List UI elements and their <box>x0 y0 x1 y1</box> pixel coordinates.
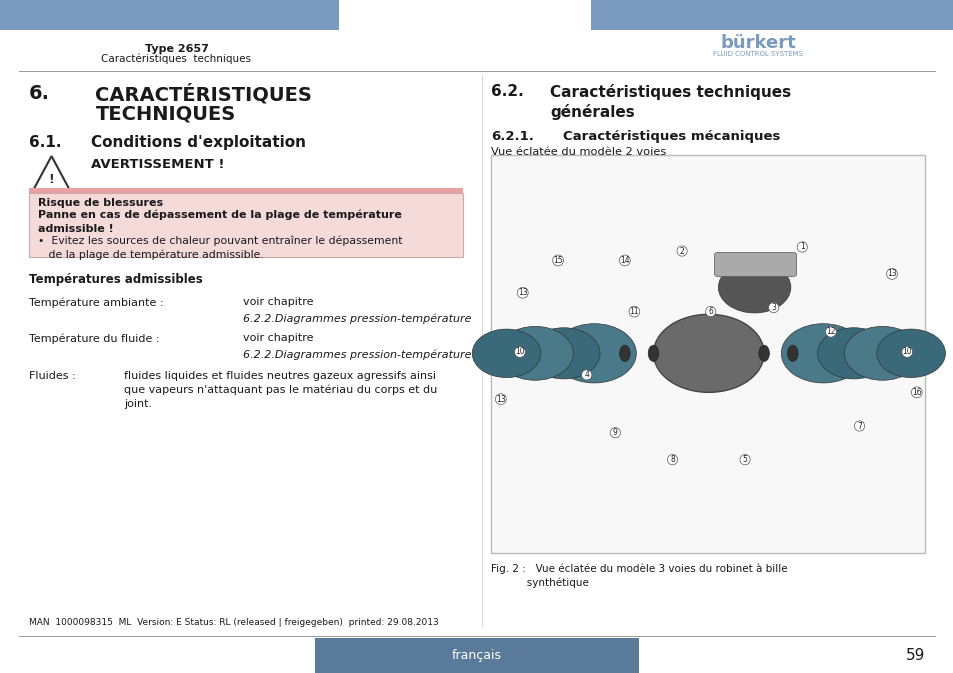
Text: 6.: 6. <box>29 84 50 103</box>
FancyBboxPatch shape <box>29 193 462 257</box>
Text: 13: 13 <box>496 394 505 404</box>
Text: Vue éclatée du modèle 2 voies: Vue éclatée du modèle 2 voies <box>491 147 666 157</box>
Text: bürkert: bürkert <box>720 34 796 52</box>
FancyBboxPatch shape <box>0 0 338 30</box>
Text: Type 2657: Type 2657 <box>145 44 208 54</box>
Text: Fluides :: Fluides : <box>29 371 75 382</box>
Text: 6.2.2.Diagrammes pression-température: 6.2.2.Diagrammes pression-température <box>243 349 472 360</box>
Text: 14: 14 <box>619 256 629 265</box>
FancyBboxPatch shape <box>591 0 953 30</box>
Text: 4: 4 <box>583 370 589 380</box>
Circle shape <box>653 314 763 392</box>
Text: FLUID CONTROL SYSTEMS: FLUID CONTROL SYSTEMS <box>713 51 802 57</box>
Text: 11: 11 <box>629 307 639 316</box>
Text: voir chapitre: voir chapitre <box>243 297 314 308</box>
Text: 9: 9 <box>612 428 618 437</box>
Text: 12: 12 <box>825 327 835 336</box>
FancyBboxPatch shape <box>491 155 924 553</box>
Text: français: français <box>452 649 501 662</box>
Circle shape <box>718 262 790 313</box>
Text: voir chapitre: voir chapitre <box>243 333 314 343</box>
Text: Caractéristiques techniques: Caractéristiques techniques <box>550 84 791 100</box>
Text: Températures admissibles: Températures admissibles <box>29 273 202 286</box>
Text: 8: 8 <box>670 455 674 464</box>
Text: 1: 1 <box>800 242 803 252</box>
Circle shape <box>781 324 864 383</box>
Text: Température ambiante :: Température ambiante : <box>29 297 163 308</box>
Circle shape <box>843 326 920 380</box>
Circle shape <box>817 328 889 379</box>
Text: 6.1.: 6.1. <box>29 135 61 149</box>
Text: AVERTISSEMENT !: AVERTISSEMENT ! <box>91 158 224 171</box>
Text: Fig. 2 :   Vue éclatée du modèle 3 voies du robinet à bille
           synthétiq: Fig. 2 : Vue éclatée du modèle 3 voies d… <box>491 563 787 588</box>
Text: 16: 16 <box>911 388 921 397</box>
Text: TECHNIQUES: TECHNIQUES <box>95 104 235 123</box>
Ellipse shape <box>648 345 658 361</box>
Text: CARACTÉRISTIQUES: CARACTÉRISTIQUES <box>95 84 312 104</box>
Text: Caractéristiques mécaniques: Caractéristiques mécaniques <box>562 130 780 143</box>
Circle shape <box>876 329 944 378</box>
Text: 6: 6 <box>707 307 713 316</box>
Text: 5: 5 <box>741 455 747 464</box>
Text: !: ! <box>49 173 54 186</box>
Text: 13: 13 <box>517 288 527 297</box>
Text: fluides liquides et fluides neutres gazeux agressifs ainsi
que vapeurs n'attaqua: fluides liquides et fluides neutres gaze… <box>124 371 436 409</box>
Text: Risque de blessures: Risque de blessures <box>38 198 163 208</box>
Text: 6.2.: 6.2. <box>491 84 523 99</box>
Text: Caractéristiques  techniques: Caractéristiques techniques <box>101 53 252 64</box>
Text: générales: générales <box>550 104 635 120</box>
Circle shape <box>497 326 573 380</box>
Text: •  Evitez les sources de chaleur pouvant entraîner le dépassement
   de la plage: • Evitez les sources de chaleur pouvant … <box>38 236 402 260</box>
Text: 15: 15 <box>553 256 562 265</box>
Text: Conditions d'exploitation: Conditions d'exploitation <box>91 135 305 149</box>
Text: 13: 13 <box>886 269 896 279</box>
Circle shape <box>527 328 599 379</box>
Text: 3: 3 <box>770 303 776 312</box>
Text: 2: 2 <box>679 246 683 256</box>
Text: Panne en cas de dépassement de la plage de température
admissible !: Panne en cas de dépassement de la plage … <box>38 210 401 234</box>
Text: 59: 59 <box>905 648 924 663</box>
Text: Température du fluide :: Température du fluide : <box>29 333 159 344</box>
FancyBboxPatch shape <box>29 188 462 195</box>
Text: 6.2.1.: 6.2.1. <box>491 130 534 143</box>
Text: 7: 7 <box>856 421 862 431</box>
Text: MAN  1000098315  ML  Version: E Status: RL (released | freigegeben)  printed: 29: MAN 1000098315 ML Version: E Status: RL … <box>29 618 438 627</box>
Text: 6.2.2.Diagrammes pression-température: 6.2.2.Diagrammes pression-température <box>243 314 472 324</box>
Ellipse shape <box>759 345 768 361</box>
Circle shape <box>472 329 540 378</box>
FancyBboxPatch shape <box>714 252 796 277</box>
Text: 10: 10 <box>515 347 524 357</box>
Text: 10: 10 <box>902 347 911 357</box>
Ellipse shape <box>787 345 797 361</box>
FancyBboxPatch shape <box>314 638 639 673</box>
Circle shape <box>552 324 636 383</box>
Ellipse shape <box>619 345 629 361</box>
